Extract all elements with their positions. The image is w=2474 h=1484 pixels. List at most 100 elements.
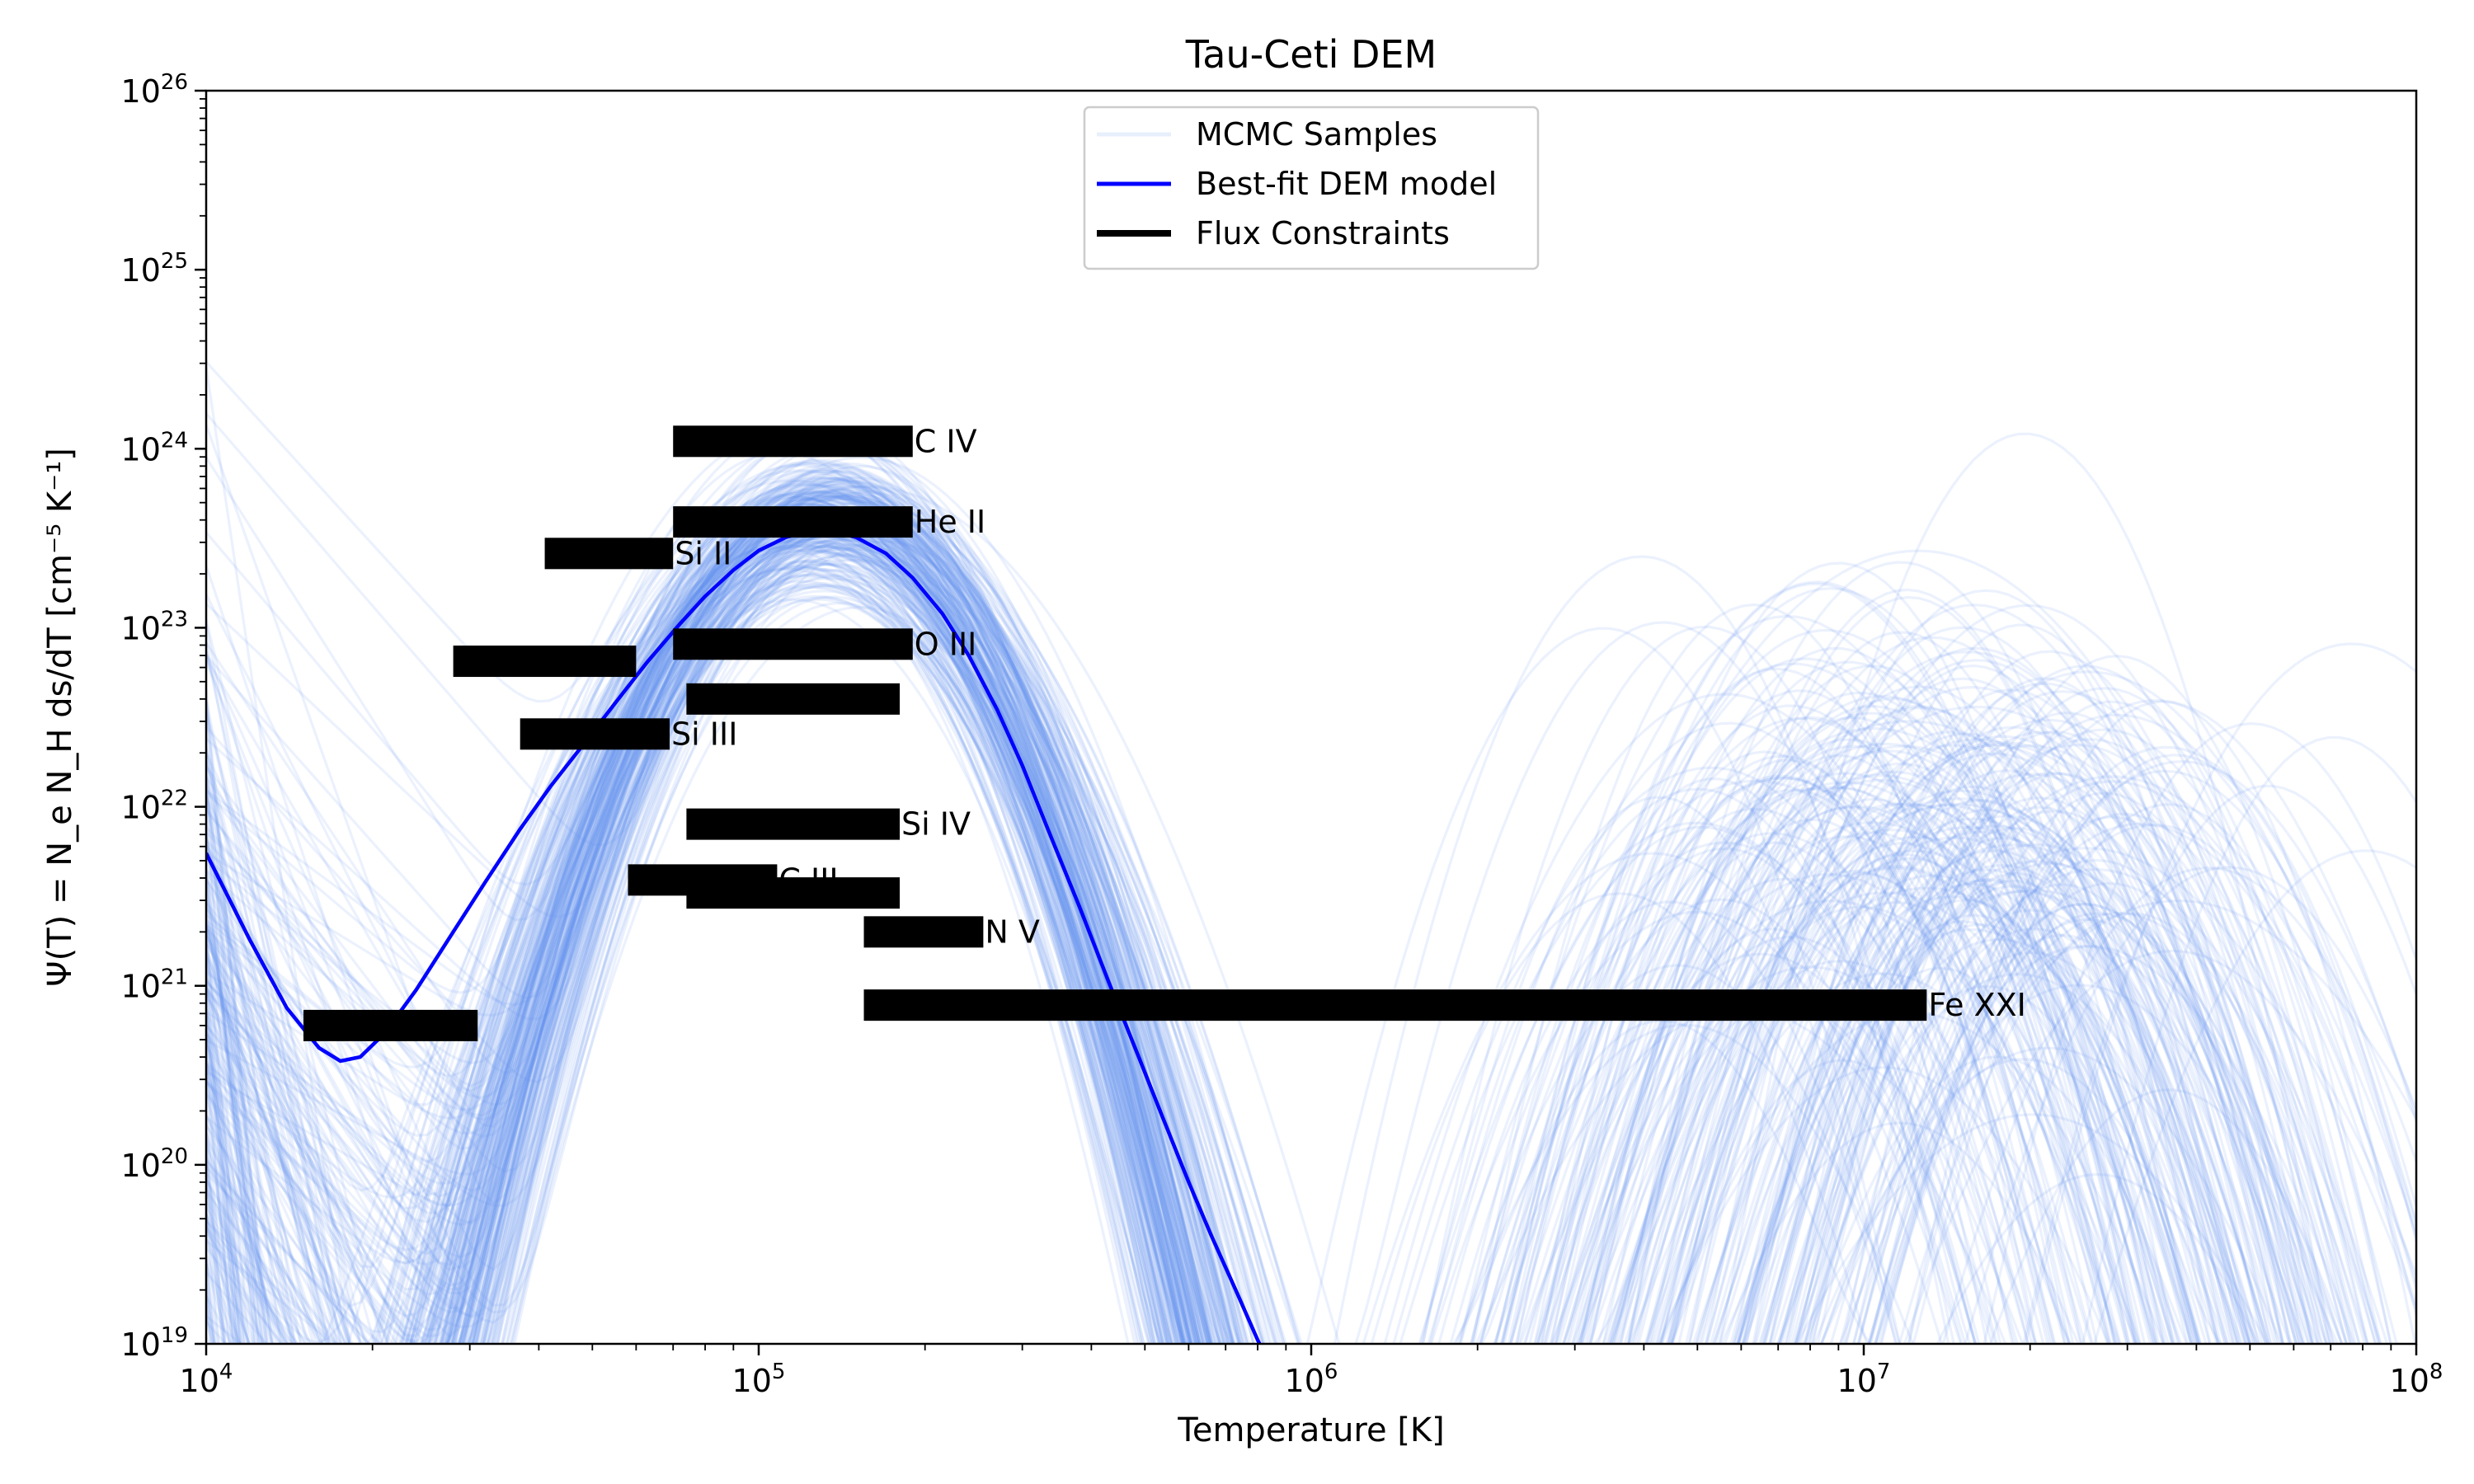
mcmc-sample-line xyxy=(206,507,2293,1344)
chart-title: Tau-Ceti DEM xyxy=(1185,32,1437,77)
mcmc-sample-line xyxy=(206,525,2269,1344)
mcmc-sample-line xyxy=(206,474,1964,1344)
mcmc-sample-line xyxy=(206,544,2193,1344)
mcmc-sample-line xyxy=(206,462,2369,1344)
mcmc-sample-line xyxy=(206,529,2392,1344)
y-tick-label: 1026 xyxy=(121,70,188,110)
mcmc-samples xyxy=(206,360,2416,1344)
mcmc-sample-line xyxy=(206,449,2189,1344)
y-axis: 1019 1020 1021 1022 1023 1024 1025 1026 xyxy=(121,70,206,1363)
mcmc-sample-line xyxy=(206,542,2354,1344)
mcmc-sample-line xyxy=(206,533,1978,1344)
mcmc-sample-line xyxy=(206,412,2270,1344)
flux-constraint-bar xyxy=(673,506,913,538)
mcmc-sample-line xyxy=(206,546,2016,1344)
mcmc-sample-line xyxy=(206,503,2200,1344)
mcmc-sample-line xyxy=(206,531,1869,1344)
mcmc-sample-line xyxy=(400,546,2416,1344)
mcmc-sample-line xyxy=(206,534,2349,1344)
mcmc-sample-line xyxy=(206,462,2120,1344)
mcmc-sample-line xyxy=(206,524,2155,1344)
mcmc-sample-line xyxy=(206,580,2255,1344)
mcmc-sample-line xyxy=(206,494,2251,1344)
mcmc-sample-line xyxy=(206,536,2112,1344)
mcmc-sample-line xyxy=(206,486,2034,1344)
mcmc-sample-line xyxy=(206,528,2324,1344)
y-tick-label: 1023 xyxy=(121,607,188,646)
mcmc-sample-line xyxy=(206,516,2300,1344)
mcmc-sample-line xyxy=(206,467,2270,1344)
mcmc-sample-line xyxy=(206,540,2416,1344)
mcmc-sample-line xyxy=(206,561,2165,1344)
flux-constraint-bar xyxy=(686,877,901,909)
mcmc-sample-line xyxy=(206,491,2305,1344)
mcmc-sample-line xyxy=(206,511,2279,1344)
mcmc-sample-line xyxy=(435,482,2140,1344)
mcmc-sample-line xyxy=(206,540,2313,1344)
mcmc-sample-line xyxy=(206,504,2416,1344)
mcmc-sample-line xyxy=(206,507,2142,1344)
mcmc-sample-line xyxy=(206,527,2122,1344)
flux-constraint-bar xyxy=(673,628,913,660)
mcmc-sample-line xyxy=(206,477,1898,1344)
mcmc-sample-line xyxy=(206,490,2314,1344)
mcmc-sample-line xyxy=(206,477,2267,1344)
mcmc-sample-line xyxy=(206,444,2136,1344)
y-tick-label: 1022 xyxy=(121,787,188,826)
legend: MCMC Samples Best-fit DEM model Flux Const… xyxy=(1083,106,1540,270)
mcmc-sample-line xyxy=(206,498,1955,1344)
mcmc-sample-line xyxy=(206,486,2180,1344)
flux-constraint-bar xyxy=(686,808,901,840)
mcmc-sample-line xyxy=(480,442,2152,1344)
mcmc-sample-line xyxy=(206,481,1872,1344)
mcmc-sample-line xyxy=(206,544,2328,1344)
mcmc-sample-line xyxy=(206,545,2392,1344)
mcmc-sample-line xyxy=(206,495,2389,1344)
mcmc-sample-line xyxy=(206,520,2067,1344)
mcmc-sample-line xyxy=(206,529,2071,1344)
mcmc-sample-line xyxy=(206,573,2357,1344)
mcmc-sample-line xyxy=(206,520,2110,1344)
y-axis-label: Ψ(T) = N_e N_H ds/dT [cm⁻⁵ K⁻¹] xyxy=(41,448,79,987)
mcmc-sample-line xyxy=(206,434,1978,1344)
mcmc-sample-line xyxy=(206,502,2273,1344)
mcmc-sample-line xyxy=(206,469,2192,1344)
y-tick-label: 1025 xyxy=(121,249,188,289)
mcmc-sample-line xyxy=(206,498,2137,1344)
y-tick-label: 1019 xyxy=(121,1323,188,1363)
mcmc-sample-line xyxy=(206,584,2382,1344)
mcmc-sample-line xyxy=(206,485,2316,1344)
mcmc-sample-line xyxy=(206,482,2298,1344)
mcmc-sample-line xyxy=(206,515,2310,1344)
flux-constraint-bar xyxy=(520,718,670,750)
mcmc-sample-line xyxy=(206,525,2285,1344)
x-axis: 104 105 106 107 108 xyxy=(180,1344,2443,1399)
mcmc-sample-line xyxy=(206,545,2199,1344)
constraint-label: Si II xyxy=(675,535,731,571)
constraint-label: N V xyxy=(985,913,1040,950)
mcmc-sample-line xyxy=(206,601,1981,1344)
mcmc-sample-line xyxy=(206,522,2416,1344)
mcmc-sample-line xyxy=(206,595,2239,1344)
mcmc-sample-line xyxy=(206,558,2131,1344)
mcmc-sample-line xyxy=(206,533,2320,1344)
mcmc-sample-line xyxy=(206,548,2117,1344)
mcmc-sample-line xyxy=(206,479,2014,1344)
flux-constraint-bar xyxy=(673,425,913,458)
mcmc-sample-line xyxy=(206,547,2056,1344)
mcmc-sample-line xyxy=(206,510,2260,1344)
mcmc-sample-line xyxy=(206,533,2416,1344)
mcmc-sample-line xyxy=(206,574,2177,1344)
mcmc-sample-line xyxy=(206,534,2233,1344)
mcmc-sample-line xyxy=(206,494,2019,1344)
constraint-label: Fe XXI xyxy=(1928,987,2026,1023)
mcmc-sample-line xyxy=(206,480,2202,1344)
mcmc-sample-line xyxy=(206,567,2331,1344)
mcmc-sample-line xyxy=(206,569,2189,1344)
legend-box xyxy=(1083,106,1540,270)
mcmc-sample-line xyxy=(206,463,2336,1344)
mcmc-sample-line xyxy=(206,487,2244,1344)
plot-area xyxy=(206,360,2416,1344)
mcmc-sample-line xyxy=(206,520,2368,1344)
mcmc-sample-line xyxy=(206,491,2302,1344)
